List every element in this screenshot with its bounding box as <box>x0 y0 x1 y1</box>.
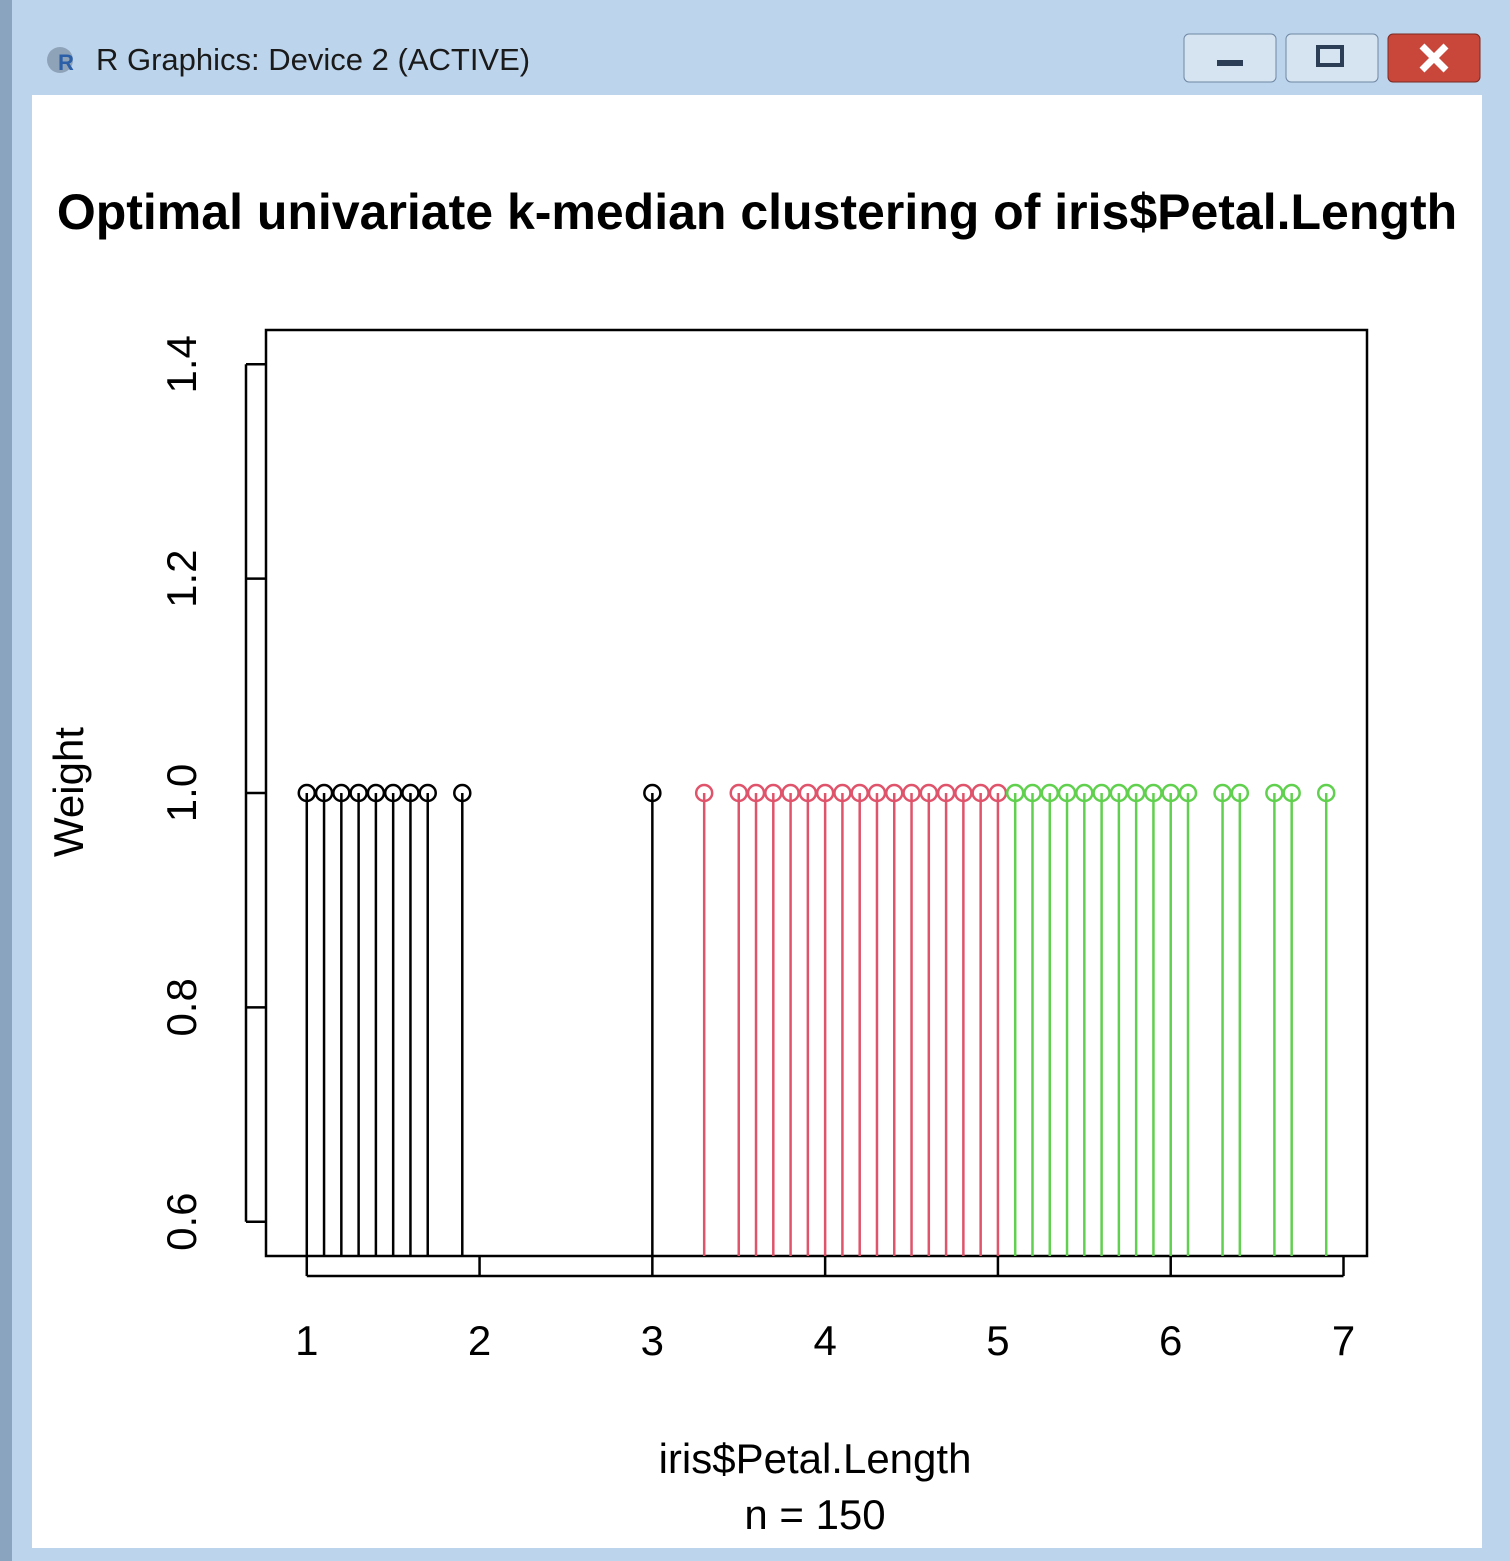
stem-point <box>798 783 818 803</box>
stem-point <box>919 783 939 803</box>
subtitle: n = 150 <box>744 1491 885 1538</box>
window-edge <box>0 0 12 1561</box>
stem-point <box>1057 783 1077 803</box>
x-tick-label: 6 <box>1159 1317 1182 1364</box>
stem-point <box>1075 783 1094 803</box>
x-axis-label: iris$Petal.Length <box>659 1435 972 1482</box>
stem-point <box>867 783 887 803</box>
stem-point <box>1092 783 1111 803</box>
r-icon-letter: R <box>58 50 74 75</box>
y-tick-label: 1.2 <box>158 549 205 607</box>
stem-point <box>694 783 714 803</box>
x-tick-label: 7 <box>1332 1317 1355 1364</box>
plot-device: Optimal univariate k-median clustering o… <box>45 184 1457 1538</box>
stem-point <box>850 783 869 803</box>
stem-point <box>936 783 956 803</box>
stem-point <box>297 783 317 803</box>
stem-point <box>643 783 662 803</box>
stem-point <box>1265 783 1284 803</box>
x-tick-label: 4 <box>813 1317 836 1364</box>
restore-icon <box>1316 45 1344 67</box>
x-tick-label: 1 <box>295 1317 318 1364</box>
window-title: R Graphics: Device 2 (ACTIVE) <box>96 42 530 77</box>
close-icon <box>1419 43 1449 73</box>
stem-point <box>401 783 420 803</box>
minimize-button[interactable] <box>1183 33 1277 83</box>
stem-point <box>1126 783 1146 803</box>
y-tick-label: 0.6 <box>158 1193 205 1251</box>
stem-point <box>746 783 766 803</box>
r-icon <box>47 47 73 73</box>
stem-point <box>833 783 852 803</box>
x-tick-label: 2 <box>468 1317 491 1364</box>
stem-point <box>885 783 904 803</box>
stem-point <box>418 783 437 803</box>
stem-point <box>764 783 783 803</box>
stem-point <box>332 783 351 803</box>
stem-point <box>1282 783 1301 803</box>
y-axis-label: Weight <box>45 727 92 857</box>
stem-point <box>366 783 386 803</box>
x-tick-label: 5 <box>986 1317 1009 1364</box>
stem-point <box>1040 783 1060 803</box>
stem-point <box>1230 783 1250 803</box>
stem-point <box>729 783 748 803</box>
stem-point <box>954 783 973 803</box>
stem-point <box>453 783 472 803</box>
stem-point <box>1161 783 1180 803</box>
stem-point <box>781 783 800 803</box>
chart-title: Optimal univariate k-median clustering o… <box>57 184 1457 240</box>
minimize-icon <box>1217 60 1243 66</box>
stem-point <box>1213 783 1232 803</box>
stem-point <box>815 783 835 803</box>
y-tick-label: 1.0 <box>158 764 205 822</box>
stem-point <box>383 783 403 803</box>
stem-point <box>1023 783 1042 803</box>
stem-point <box>971 783 990 803</box>
x-tick-label: 3 <box>641 1317 664 1364</box>
stem-point <box>1316 783 1336 803</box>
stem-point <box>902 783 921 803</box>
stem-point <box>349 783 368 803</box>
stem-point <box>1005 783 1025 803</box>
stem-point <box>1144 783 1163 803</box>
stem-point <box>988 783 1008 803</box>
restore-button[interactable] <box>1285 33 1379 83</box>
stem-point <box>1109 783 1129 803</box>
stem-point <box>1178 783 1198 803</box>
y-tick-label: 1.4 <box>158 335 205 393</box>
stem-point <box>314 783 334 803</box>
y-tick-label: 0.8 <box>158 978 205 1036</box>
